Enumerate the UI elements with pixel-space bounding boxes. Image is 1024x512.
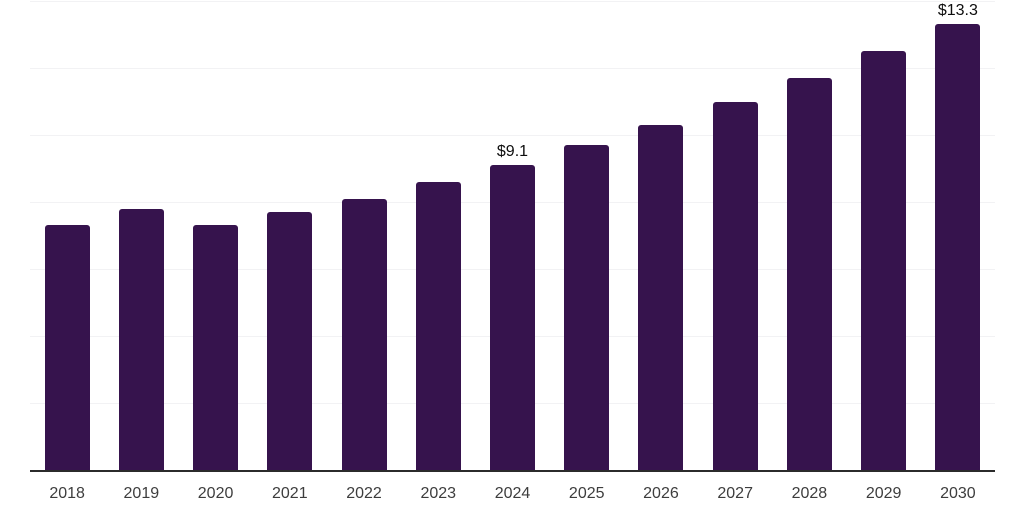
bar-2024	[490, 165, 535, 470]
gridline-y-12	[30, 68, 995, 69]
bar-2023	[415, 181, 461, 470]
x-tick-label-2025: 2025	[568, 485, 605, 502]
x-tick-label-2027: 2027	[717, 485, 753, 502]
bar-2018	[44, 225, 90, 470]
x-tick-label-2028: 2028	[791, 485, 828, 502]
x-tick-label-2024: 2024	[494, 485, 531, 502]
bar-2026	[638, 124, 684, 470]
bar-2027	[712, 101, 758, 470]
bar-2025	[564, 145, 610, 470]
x-tick-label-2020: 2020	[197, 485, 234, 502]
bar-2021	[267, 212, 313, 470]
bar-2019	[118, 208, 164, 470]
x-tick-label-2026: 2026	[643, 485, 679, 502]
value-label-2030: $13.3	[937, 2, 978, 20]
bar-2020	[193, 225, 239, 470]
gridline-y-10	[30, 135, 995, 136]
value-label-2024: $9.1	[496, 143, 529, 161]
x-tick-label-2019: 2019	[123, 485, 160, 502]
x-tick-label-2021: 2021	[272, 485, 308, 502]
x-tick-label-2018: 2018	[49, 485, 85, 502]
gridline-y-14	[30, 1, 995, 2]
x-tick-label-2022: 2022	[346, 485, 382, 502]
bar-2022	[341, 198, 387, 470]
bar-2029	[861, 51, 907, 470]
bar-2028	[786, 78, 832, 470]
bar-2030	[935, 24, 981, 470]
x-tick-label-2029: 2029	[865, 485, 902, 502]
x-axis-line	[30, 470, 995, 472]
x-tick-label-2030: 2030	[940, 485, 976, 502]
x-tick-label-2023: 2023	[420, 485, 457, 502]
